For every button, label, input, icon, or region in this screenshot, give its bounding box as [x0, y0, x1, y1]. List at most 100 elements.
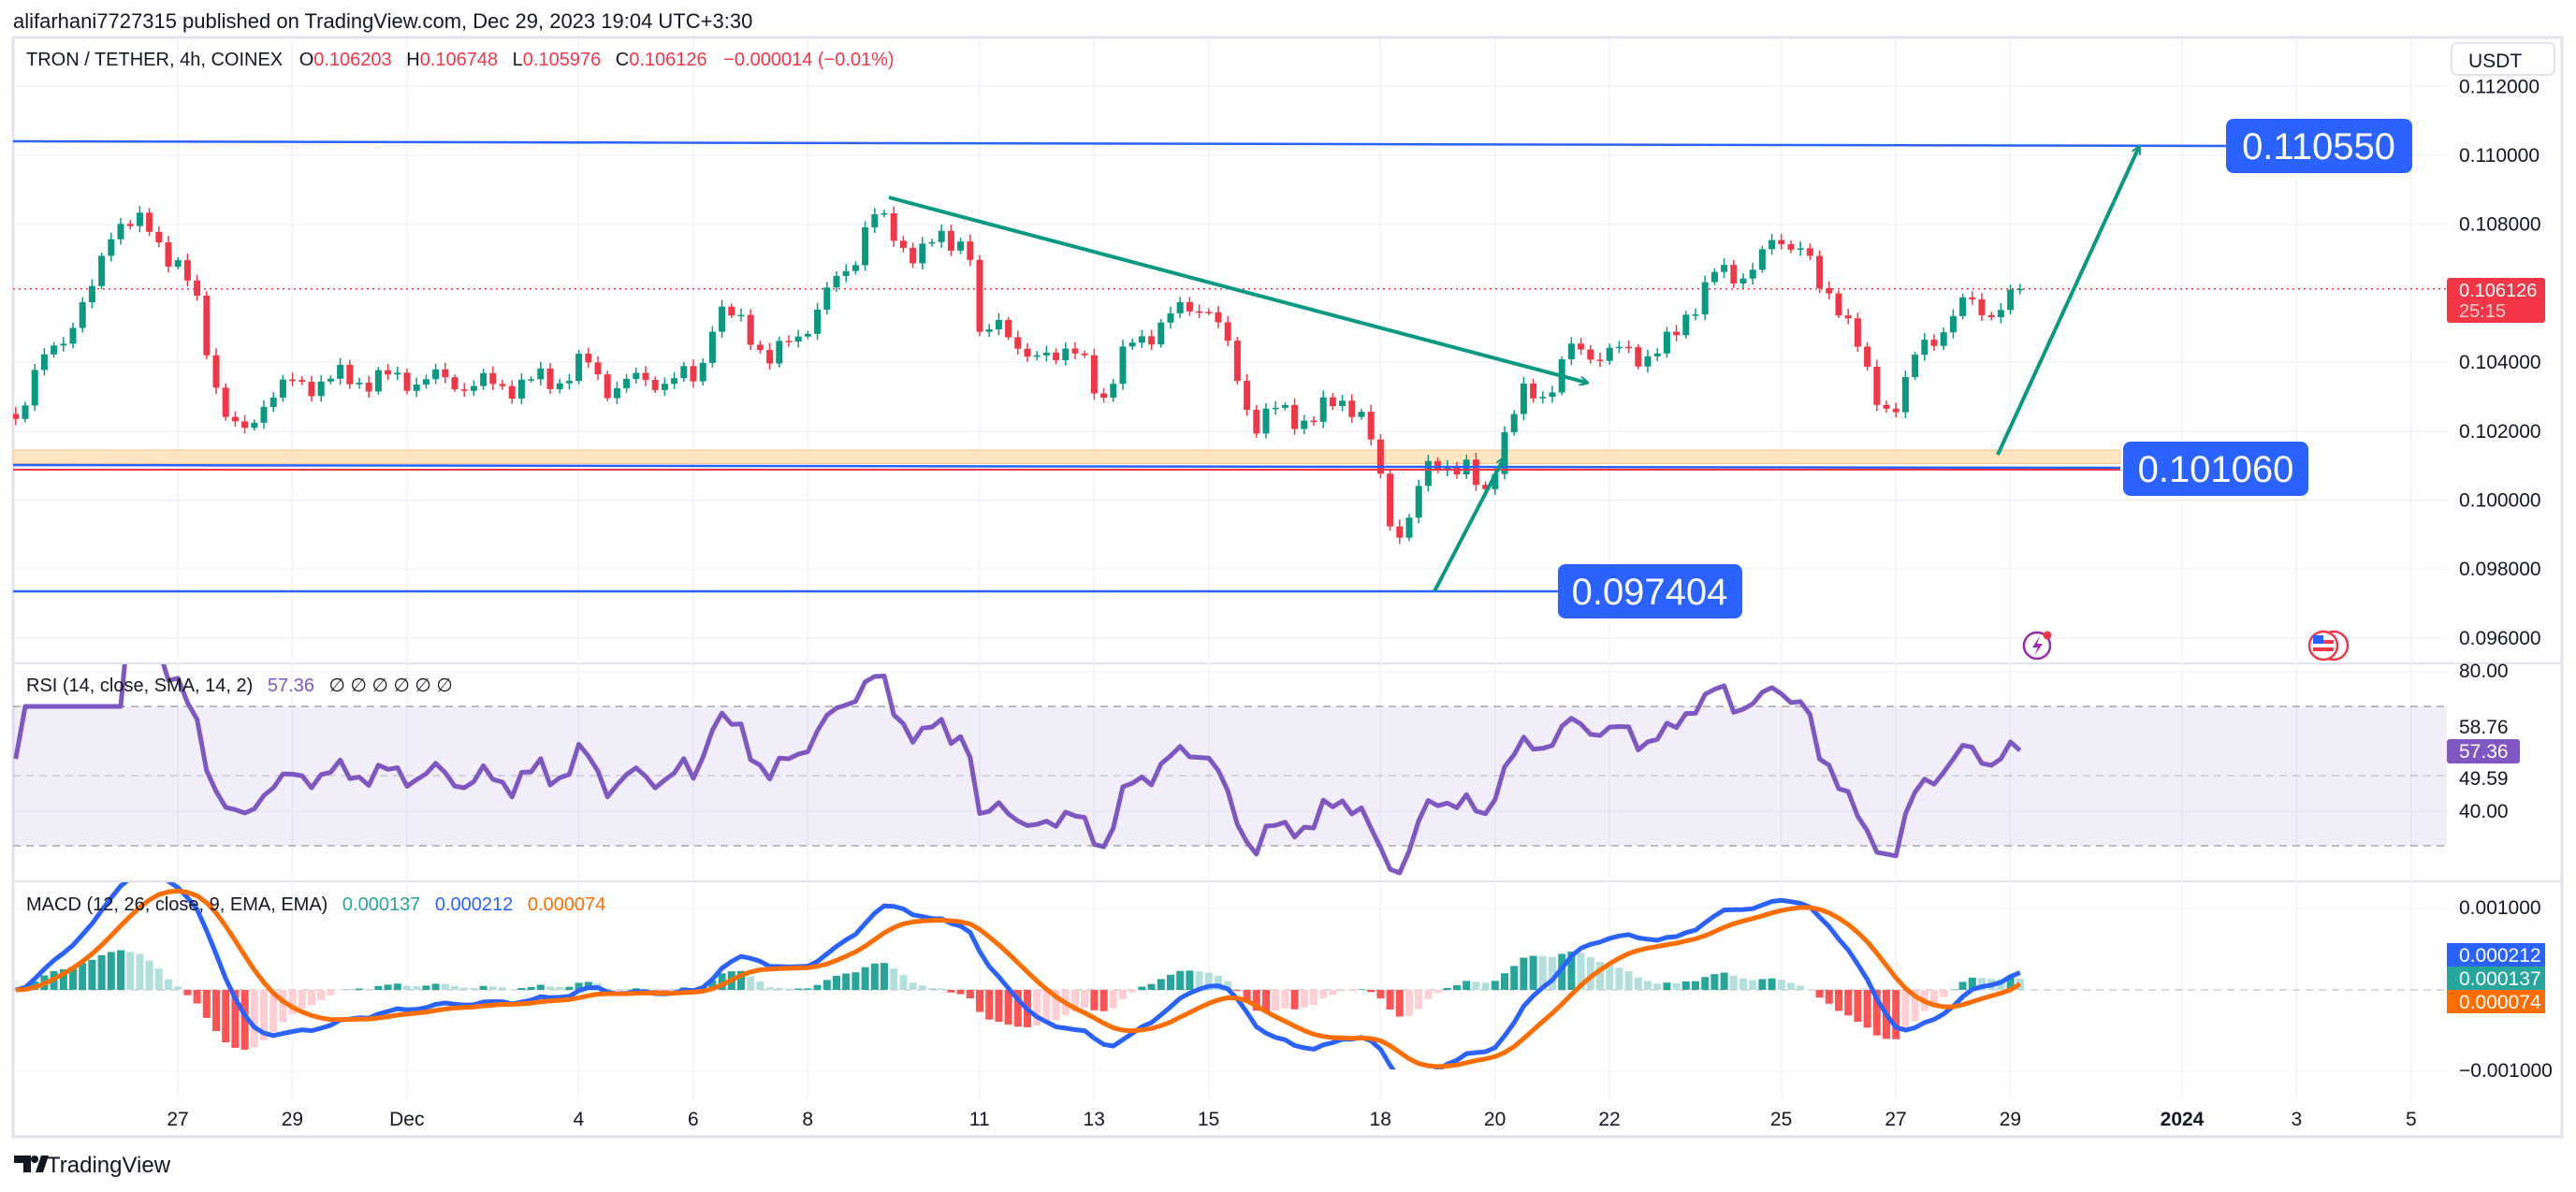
- macd-hist-bar: [747, 977, 754, 990]
- candle: [1416, 480, 1422, 523]
- macd-hist-bar: [1892, 990, 1899, 1039]
- lightning-event-icon[interactable]: [2024, 632, 2052, 660]
- macd-hist-bar: [117, 950, 124, 990]
- time-label: 22: [1598, 1109, 1620, 1130]
- macd-hist-bar: [1606, 965, 1613, 990]
- us-flag-event-icon[interactable]: [2309, 632, 2348, 660]
- macd-hist-bar: [928, 988, 936, 990]
- price-axis[interactable]: 0.1120000.1100000.1080000.1040000.102000…: [2459, 76, 2541, 649]
- macd-hist-bar: [432, 983, 440, 990]
- candle: [1502, 427, 1508, 480]
- svg-text:0.000137: 0.000137: [2459, 968, 2541, 990]
- macd-hist-bar: [183, 990, 191, 996]
- macd-hist-bar: [480, 986, 488, 990]
- macd-hist-bar: [785, 989, 793, 990]
- macd-hist-bar: [1405, 990, 1413, 1016]
- macd-hist-bar: [1090, 990, 1098, 1010]
- macd-hist-bar: [1844, 990, 1852, 1015]
- macd-value-badges: 0.000212 0.000137 0.000074: [2447, 943, 2545, 1013]
- macd-hist-bar: [126, 952, 134, 990]
- macd-hist-bar: [823, 980, 831, 990]
- candle: [1406, 514, 1413, 541]
- macd-hist-bar: [1319, 990, 1327, 998]
- macd-hist-bar: [842, 973, 850, 990]
- macd-hist-bar: [1692, 981, 1699, 990]
- macd-hist-bar: [1482, 982, 1490, 990]
- macd-hist-bar: [1339, 990, 1346, 991]
- macd-hist-bar: [1128, 990, 1136, 993]
- macd-hist-bar: [1940, 990, 1947, 997]
- macd-hist-bar: [947, 990, 954, 993]
- level-label-top[interactable]: 0.110550: [2226, 119, 2412, 173]
- macd-hist-bar: [1710, 974, 1718, 990]
- macd-hist-bar: [957, 990, 965, 995]
- svg-text:80.00: 80.00: [2459, 661, 2509, 682]
- candle: [32, 364, 38, 411]
- macd-hist-bar: [1797, 985, 1804, 990]
- candle: [375, 367, 382, 395]
- candle: [1902, 371, 1909, 418]
- macd-hist-bar: [1721, 972, 1728, 990]
- macd-hist-bar: [203, 990, 211, 1018]
- price-label: 0.110000: [2459, 145, 2540, 167]
- macd-hist-bar: [880, 963, 888, 990]
- svg-text:−0.001000: −0.001000: [2459, 1060, 2553, 1082]
- macd-hist-bar: [1778, 980, 1785, 990]
- svg-text:0.097404: 0.097404: [1572, 572, 1728, 613]
- macd-hist-bar: [1424, 990, 1432, 999]
- macd-hist-bar: [517, 988, 525, 990]
- macd-hist-bar: [298, 990, 306, 1008]
- macd-hist-bar: [1100, 990, 1108, 1011]
- macd-hist-bar: [451, 986, 458, 990]
- macd-hist-bar: [374, 986, 382, 990]
- macd-hist-bar: [1358, 989, 1365, 990]
- level-label-low[interactable]: 0.097404: [1558, 564, 1742, 618]
- candle: [1873, 360, 1880, 412]
- price-label: 0.096000: [2459, 628, 2541, 649]
- macd-hist-bar: [327, 990, 334, 996]
- currency-button[interactable]: USDT: [2452, 43, 2554, 75]
- macd-hist-bar: [528, 987, 535, 990]
- support-zone[interactable]: [13, 450, 2120, 463]
- macd-hist-bar: [851, 972, 859, 990]
- candle: [1005, 317, 1011, 341]
- macd-hist-bar: [470, 988, 477, 990]
- macd-hist-bar: [98, 955, 106, 990]
- candle: [776, 337, 782, 368]
- candle: [1234, 337, 1241, 385]
- macd-hist-bar: [1272, 990, 1279, 1010]
- level-label-support[interactable]: 0.101060: [2123, 442, 2308, 496]
- time-label: 20: [1484, 1109, 1506, 1130]
- time-label: 27: [1885, 1109, 1906, 1130]
- macd-hist-bar: [919, 985, 926, 990]
- time-label: 5: [2406, 1109, 2417, 1130]
- price-label: 0.104000: [2459, 352, 2541, 373]
- candle: [1855, 313, 1861, 352]
- macd-hist-bar: [1005, 990, 1012, 1025]
- svg-text:0.101060: 0.101060: [2138, 449, 2294, 490]
- macd-hist-bar: [1530, 956, 1537, 990]
- tradingview-logo[interactable]: TradingView: [14, 1153, 171, 1178]
- macd-hist-bar: [1301, 990, 1308, 1008]
- macd-hist-bar: [79, 963, 86, 990]
- candle: [1377, 434, 1384, 478]
- svg-text:40.00: 40.00: [2459, 801, 2509, 822]
- macd-hist-bar: [155, 968, 163, 990]
- macd-hist-bar: [1281, 990, 1288, 1009]
- macd-hist-bar: [222, 990, 229, 1042]
- time-label: 15: [1198, 1109, 1219, 1130]
- macd-hist-bar: [1739, 979, 1747, 990]
- macd-hist-bar: [356, 989, 363, 990]
- time-label: Dec: [389, 1109, 424, 1130]
- macd-hist-bar: [385, 984, 392, 990]
- macd-hist-bar: [967, 990, 974, 998]
- macd-hist-bar: [1348, 990, 1356, 991]
- macd-hist-bar: [565, 987, 573, 990]
- time-label: 29: [2000, 1109, 2021, 1130]
- rsi-legend: RSI (14, close, SMA, 14, 2) 57.36 ∅ ∅ ∅ …: [26, 676, 453, 696]
- macd-hist-bar: [556, 987, 563, 990]
- candle: [1253, 405, 1259, 438]
- candle: [1702, 276, 1709, 320]
- macd-hist-bar: [1615, 967, 1623, 990]
